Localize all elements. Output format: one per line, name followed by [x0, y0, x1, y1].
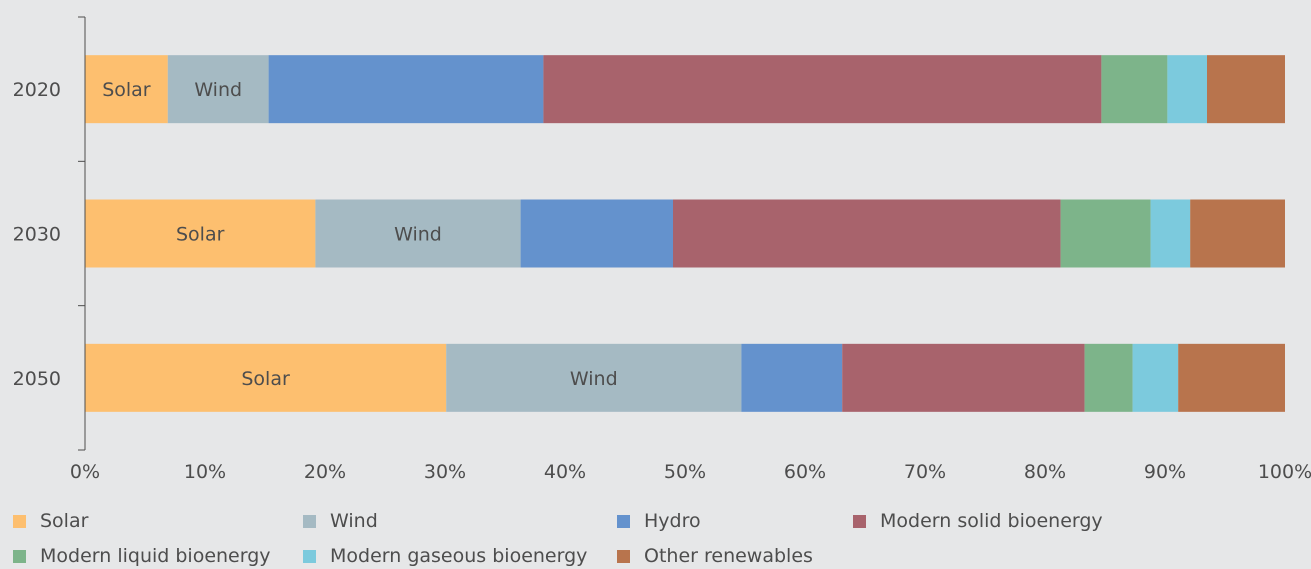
bar-segment-other-renewables-2030: [1190, 199, 1285, 268]
bar-segment-hydro-2030: [520, 199, 673, 268]
bar-segment-modern-solid-bioenergy-2030: [673, 199, 1061, 268]
bar-segment-wind-2050: [446, 343, 742, 412]
bar-segment-modern-liquid-bioenergy-2050: [1084, 343, 1133, 412]
bar-segment-modern-solid-bioenergy-2020: [543, 55, 1102, 124]
x-tick-label: 30%: [424, 461, 466, 483]
bar-segment-modern-gaseous-bioenergy-2020: [1167, 55, 1207, 124]
bar-segment-modern-liquid-bioenergy-2020: [1101, 55, 1168, 124]
bar-segment-hydro-2020: [268, 55, 544, 124]
bar-segment-modern-gaseous-bioenergy-2050: [1132, 343, 1179, 412]
x-tick-label: 0%: [70, 461, 100, 483]
x-tick-label: 10%: [184, 461, 226, 483]
y-tick-label-2020: 2020: [13, 79, 61, 101]
bar-segment-modern-gaseous-bioenergy-2030: [1150, 199, 1191, 268]
segment-label-solar-2020: Solar: [102, 79, 151, 101]
bar-segment-solar-2030: [85, 199, 316, 268]
bar-segment-wind-2020: [167, 55, 269, 124]
x-tick-label: 90%: [1144, 461, 1186, 483]
segment-label-wind-2020: Wind: [194, 79, 242, 101]
bar-segment-wind-2030: [315, 199, 521, 268]
bar-segment-other-renewables-2050: [1178, 343, 1285, 412]
segment-label-wind-2050: Wind: [570, 368, 618, 390]
bars-group: Solar Wind Solar Wind Solar Wind: [85, 55, 1285, 412]
bar-segment-hydro-2050: [741, 343, 843, 412]
bar-segment-modern-solid-bioenergy-2050: [842, 343, 1085, 412]
segment-label-solar-2050: Solar: [241, 368, 290, 390]
x-tick-label: 80%: [1024, 461, 1066, 483]
x-tick-label: 60%: [784, 461, 826, 483]
x-tick-label: 50%: [664, 461, 706, 483]
x-tick-label: 20%: [304, 461, 346, 483]
y-tick-label-2050: 2050: [13, 368, 61, 390]
segment-label-solar-2030: Solar: [176, 224, 225, 246]
x-tick-label: 40%: [544, 461, 586, 483]
segment-label-wind-2030: Wind: [394, 224, 442, 246]
bar-segment-solar-2050: [85, 343, 447, 412]
bar-segment-other-renewables-2020: [1207, 55, 1285, 124]
x-tick-label: 100%: [1258, 461, 1311, 483]
y-tick-label-2030: 2030: [13, 224, 61, 246]
axes-group: 2020 2030 2050 0% 10% 20% 30% 40% 50% 60% 70% 80% 90…: [13, 16, 1311, 483]
x-tick-label: 70%: [904, 461, 946, 483]
bar-segment-modern-liquid-bioenergy-2030: [1060, 199, 1151, 268]
bar-segment-solar-2020: [85, 55, 168, 124]
